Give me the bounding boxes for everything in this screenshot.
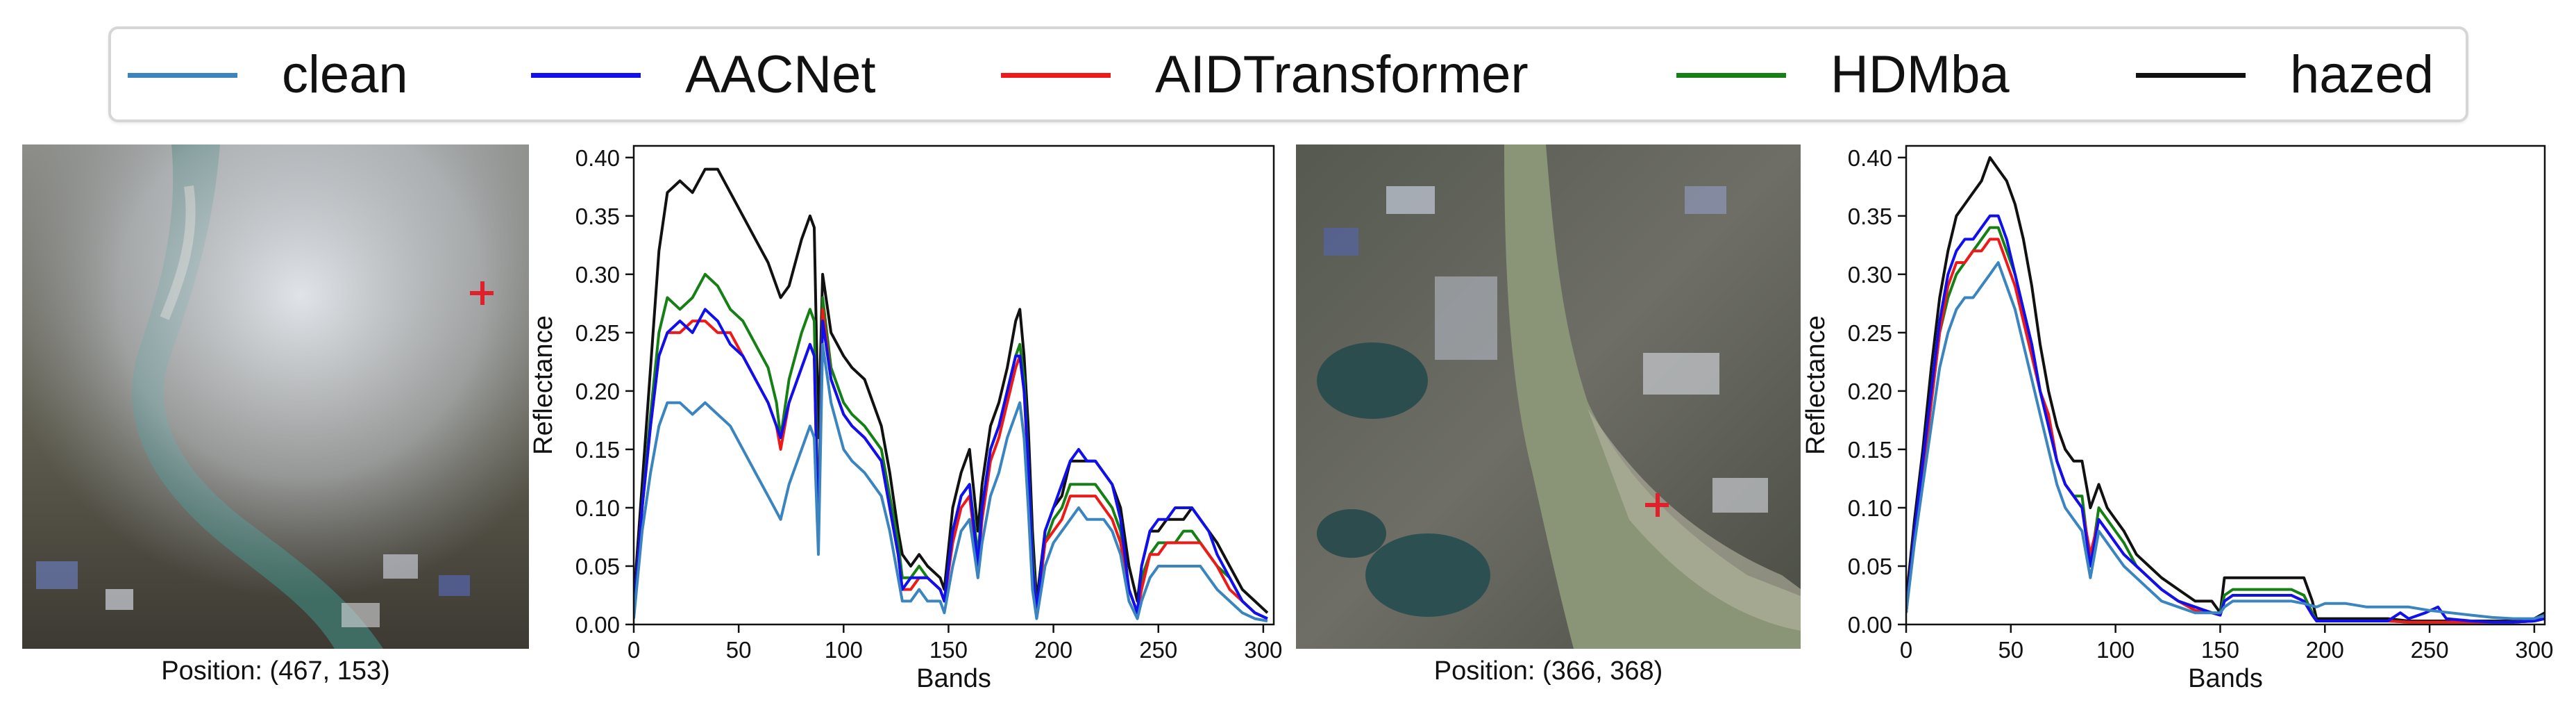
x-tick-label: 150 bbox=[2201, 637, 2239, 663]
legend-label-hdmba: HDMba bbox=[1830, 45, 2010, 104]
series-line-aidtransformer bbox=[1906, 238, 2545, 624]
y-tick-label: 0.25 bbox=[1848, 320, 1892, 346]
x-tick-label: 300 bbox=[1244, 637, 1282, 663]
legend-swatch-clean bbox=[128, 72, 237, 78]
satellite-image-1-graphic bbox=[22, 144, 529, 649]
series-line-aidtransformer bbox=[634, 308, 1268, 620]
series-line-aacnet bbox=[634, 308, 1268, 620]
red-cross-icon bbox=[1645, 493, 1669, 517]
image-caption-2: Position: (366, 368) bbox=[1433, 656, 1663, 686]
series-line-clean bbox=[1906, 261, 2545, 620]
chart-2: 0 50 100 150 200 250 300 0.00 0.05 0.10 0.15 0.20 0.… bbox=[1801, 144, 2553, 693]
legend-item-hdmba: HDMba bbox=[1676, 47, 2010, 103]
series-line-hazed bbox=[634, 167, 1269, 614]
legend-item-aacnet: AACNet bbox=[531, 47, 876, 103]
series-line-hazed bbox=[1906, 156, 2545, 622]
y-tick-label: 0.30 bbox=[575, 262, 620, 288]
y-tick-label: 0.15 bbox=[1848, 437, 1892, 463]
series-group bbox=[634, 167, 1269, 622]
image-caption-1: Position: (467, 153) bbox=[161, 656, 390, 686]
legend: clean AACNet AIDTransformer HDMba hazed bbox=[108, 26, 2468, 122]
y-tick-label: 0.10 bbox=[1848, 495, 1892, 521]
plot-frame bbox=[1905, 144, 2546, 626]
satellite-image-hazed bbox=[22, 144, 529, 649]
legend-item-clean: clean bbox=[128, 47, 408, 103]
x-tick-label: 200 bbox=[2306, 637, 2344, 663]
plot-frame bbox=[632, 144, 1275, 626]
legend-item-aidtransformer: AIDTransformer bbox=[1001, 47, 1529, 103]
y-tick-label: 0.05 bbox=[575, 554, 620, 579]
series-line-hdmba bbox=[634, 272, 1268, 620]
x-tick-label: 200 bbox=[1034, 637, 1072, 663]
satellite-image-2-graphic bbox=[1296, 144, 1801, 649]
x-tick-label: 150 bbox=[929, 637, 968, 663]
legend-label-clean: clean bbox=[282, 45, 408, 104]
y-tick-label: 0.00 bbox=[1848, 612, 1892, 638]
series-line-hdmba bbox=[1906, 226, 2545, 624]
y-tick-label: 0.15 bbox=[575, 437, 620, 463]
y-tick-label: 0.35 bbox=[575, 204, 620, 229]
series-line-clean bbox=[634, 342, 1268, 622]
legend-swatch-aidtransformer bbox=[1001, 72, 1111, 78]
legend-swatch-aacnet bbox=[531, 72, 641, 78]
satellite-image-clear bbox=[1296, 144, 1801, 649]
x-tick-label: 50 bbox=[726, 637, 752, 663]
y-axis-label: Reflectance bbox=[1801, 315, 1830, 455]
x-tick-label: 250 bbox=[2411, 637, 2449, 663]
x-tick-label: 300 bbox=[2515, 637, 2553, 663]
x-tick-label: 250 bbox=[1139, 637, 1177, 663]
y-tick-label: 0.20 bbox=[1848, 379, 1892, 404]
y-tick-label: 0.20 bbox=[575, 379, 620, 404]
y-tick-label: 0.40 bbox=[1848, 145, 1892, 171]
y-tick-label: 0.35 bbox=[1848, 204, 1892, 229]
y-tick-label: 0.05 bbox=[1848, 554, 1892, 579]
series-group bbox=[1906, 156, 2545, 624]
legend-label-hazed: hazed bbox=[2290, 45, 2434, 104]
x-tick-label: 0 bbox=[628, 637, 640, 663]
legend-swatch-hdmba bbox=[1676, 72, 1786, 78]
legend-label-aidtransformer: AIDTransformer bbox=[1155, 45, 1529, 104]
y-tick-label: 0.00 bbox=[575, 612, 620, 638]
x-tick-label: 100 bbox=[2096, 637, 2135, 663]
y-tick-label: 0.10 bbox=[575, 495, 620, 521]
chart-1: 0 50 100 150 200 250 300 0.00 0.05 0.10 0.15 0.20 0.… bbox=[529, 144, 1282, 693]
y-tick-label: 0.30 bbox=[1848, 262, 1892, 288]
legend-swatch-hazed bbox=[2136, 72, 2246, 78]
y-tick-label: 0.25 bbox=[575, 320, 620, 346]
x-tick-label: 50 bbox=[1998, 637, 2023, 663]
x-axis-label: Bands bbox=[2188, 664, 2263, 693]
x-tick-label: 0 bbox=[1900, 637, 1912, 663]
series-line-aacnet bbox=[1906, 214, 2545, 624]
y-axis-label: Reflectance bbox=[529, 315, 558, 455]
legend-label-aacnet: AACNet bbox=[685, 45, 876, 104]
legend-item-hazed: hazed bbox=[2136, 47, 2434, 103]
x-axis-label: Bands bbox=[916, 664, 991, 693]
x-tick-label: 100 bbox=[825, 637, 863, 663]
y-tick-label: 0.40 bbox=[575, 145, 620, 171]
red-cross-icon bbox=[470, 281, 494, 305]
